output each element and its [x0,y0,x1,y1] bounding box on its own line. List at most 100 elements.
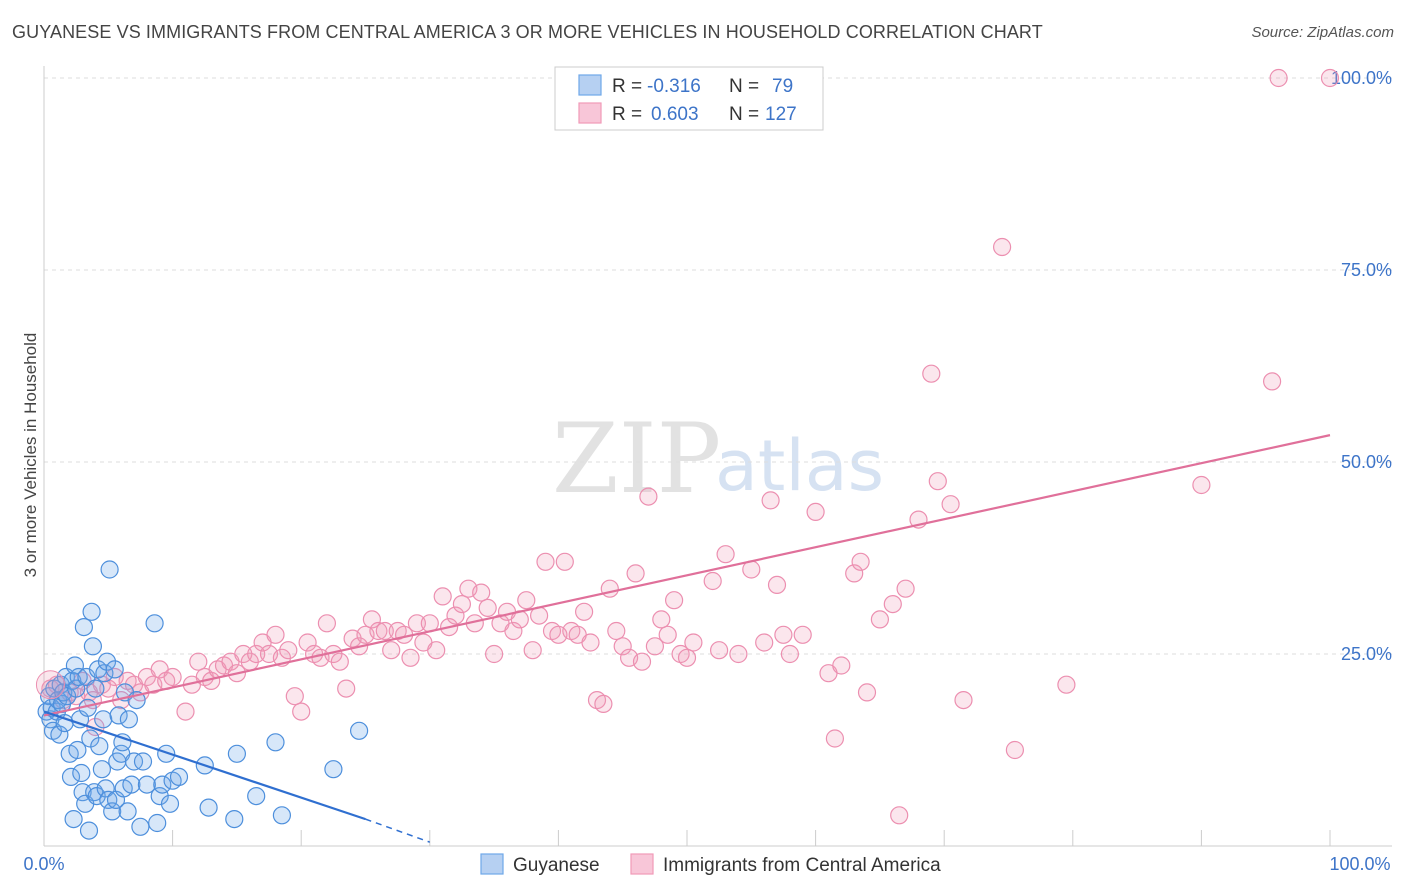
guyanese-point-62 [137,775,156,794]
immigrants-point-111 [793,625,812,644]
guyanese-point-21 [68,740,87,760]
immigrants-point-110 [780,644,800,664]
watermark-atlas: atlas [715,425,884,507]
guyanese-point-60 [131,817,150,836]
data-points [35,68,1340,840]
immigrants-point-121 [890,806,909,825]
immigrants-point-101 [703,571,722,591]
immigrants-point-100 [684,633,703,652]
immigrants-point-94 [645,637,665,656]
guyanese-point-66 [153,775,172,794]
x-tick-label-0: 0.0% [23,854,64,874]
immigrants-point-102 [709,641,729,660]
guyanese-point-69 [160,794,180,813]
immigrants-point-40 [298,633,317,652]
immigrants-point-108 [767,575,787,595]
guyanese-point-47 [105,660,124,679]
immigrants-point-38 [285,687,304,706]
legend-swatch-guyanese [578,74,602,96]
immigrants-point-37 [279,641,298,660]
guyanese-point-68 [157,744,176,763]
guyanese-point-50 [109,706,128,725]
immigrants-point-131 [1192,475,1211,495]
immigrants-point-99 [677,648,697,667]
guyanese-point-39 [92,760,112,779]
immigrants-point-122 [896,579,915,598]
guyanese-point-46 [103,802,122,821]
legend-bottom-label-guyanese: Guyanese [513,855,600,876]
guyanese-point-65 [150,786,169,806]
guyanese-point-61 [133,752,153,771]
guyanese-point-45 [100,560,119,579]
legend-n-value-2: 127 [765,104,797,125]
legend-n-label-2: N = [729,104,759,125]
trend-line-guyanese [43,710,366,821]
immigrants-point-35 [266,625,285,644]
immigrants-point-91 [626,564,645,583]
watermark-zip: ZIP [552,403,721,515]
guyanese-point-32 [82,602,101,621]
immigrants-point-129 [1005,740,1025,760]
immigrants-point-107 [761,491,780,510]
guyanese-point-57 [122,775,141,794]
immigrants-cluster-point [35,670,65,700]
immigrants-point-106 [755,633,774,652]
immigrants-point-120 [883,594,902,614]
guyanese-point-79 [350,721,369,740]
immigrants-point-112 [806,502,825,521]
immigrants-point-88 [607,621,626,641]
immigrants-point-119 [870,610,890,629]
immigrants-point-130 [1057,675,1076,694]
guyanese-point-77 [272,806,291,825]
immigrants-point-109 [774,625,793,644]
guyanese-point-72 [199,798,218,817]
guyanese-point-19 [65,656,85,675]
immigrants-point-128 [992,237,1012,257]
guyanese-point-52 [113,733,132,752]
immigrants-point-133 [1269,68,1288,88]
legend-r-label-1: R = [612,76,642,97]
guyanese-point-74 [225,809,244,829]
gridlines [44,77,1392,655]
immigrants-point-53 [382,641,401,660]
legend-n-label-1: N = [729,76,759,97]
immigrants-point-46 [337,679,356,698]
immigrants-point-126 [941,495,960,514]
immigrants-point-45 [330,652,349,671]
immigrants-point-69 [485,644,504,664]
immigrants-point-124 [922,364,941,383]
immigrants-point-125 [928,472,947,491]
trend-line-guyanese-extension [365,818,431,843]
legend-r-value-1: -0.316 [647,76,701,97]
immigrants-point-104 [729,644,748,664]
immigrants-point-80 [555,552,574,571]
y-tick-label-3: 100.0% [1331,68,1392,88]
immigrants-point-56 [401,648,420,667]
guyanese-point-41 [95,664,114,683]
immigrants-point-87 [600,579,619,598]
immigrants-point-127 [954,690,973,710]
immigrants-point-52 [375,621,394,641]
legend-r-label-2: R = [612,104,642,125]
immigrants-point-95 [652,610,671,629]
legend-swatch-immigrants [578,102,602,124]
immigrants-point-61 [433,587,452,606]
immigrants-point-132 [1262,372,1282,391]
immigrants-point-72 [504,621,523,641]
legend-bottom: Guyanese Immigrants from Central America [480,853,941,876]
immigrants-point-57 [407,614,426,633]
legend-bottom-label-immigrants: Immigrants from Central America [663,855,941,876]
immigrants-point-116 [845,564,864,583]
series-immigrants-points [41,68,1340,825]
guyanese-point-63 [145,614,164,633]
guyanese-point-16 [61,767,81,787]
guyanese-point-22 [69,667,88,687]
immigrants-point-50 [362,610,381,629]
immigrants-point-86 [594,694,613,714]
guyanese-point-20 [67,679,86,698]
immigrants-point-77 [536,552,555,571]
x-tick-label-1: 100.0% [1329,854,1390,874]
legend-r-value-2: 0.603 [651,104,699,125]
immigrants-point-67 [472,583,491,602]
immigrants-point-21 [176,702,195,721]
